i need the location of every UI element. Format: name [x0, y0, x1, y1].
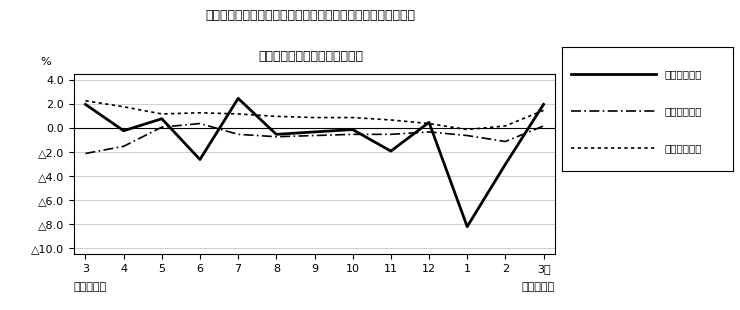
- Text: （規模５人以上　調査産業計）: （規模５人以上 調査産業計）: [258, 50, 363, 63]
- 現金給与総額: [158, 117, 166, 121]
- 常用雇用指数: [462, 128, 471, 131]
- Text: 総実労働時間: 総実労働時間: [665, 106, 702, 116]
- Line: 現金給与総額: 現金給与総額: [85, 98, 544, 227]
- 総実労働時間: [158, 125, 166, 129]
- 現金給与総額: [195, 158, 204, 162]
- 総実労働時間: [462, 134, 471, 137]
- 常用雇用指数: [158, 112, 166, 116]
- 常用雇用指数: [310, 116, 319, 119]
- 現金給与総額: [119, 129, 128, 133]
- 総実労働時間: [310, 134, 319, 137]
- 常用雇用指数: [539, 108, 548, 112]
- 現金給与総額: [539, 103, 548, 106]
- 総実労働時間: [81, 152, 90, 155]
- 常用雇用指数: [272, 114, 280, 118]
- 総実労働時間: [234, 132, 243, 136]
- 現金給与総額: [234, 96, 243, 100]
- 総実労働時間: [501, 140, 510, 144]
- Text: 第４図　賃金、労働時間、常用雇用指数　対前年同月比の推移: 第４図 賃金、労働時間、常用雇用指数 対前年同月比の推移: [206, 9, 416, 22]
- Text: 現金給与総額: 現金給与総額: [665, 69, 702, 79]
- 総実労働時間: [119, 144, 128, 148]
- 総実労働時間: [195, 122, 204, 126]
- 常用雇用指数: [234, 112, 243, 116]
- 現金給与総額: [349, 128, 357, 131]
- 総実労働時間: [386, 132, 395, 136]
- 総実労働時間: [272, 135, 280, 139]
- 常用雇用指数: [386, 118, 395, 122]
- 常用雇用指数: [425, 122, 434, 126]
- 現金給与総額: [310, 130, 319, 134]
- 現金給与総額: [81, 103, 90, 106]
- 総実労働時間: [349, 132, 357, 136]
- 現金給与総額: [501, 162, 510, 166]
- 常用雇用指数: [81, 99, 90, 103]
- 常用雇用指数: [501, 124, 510, 128]
- 総実労働時間: [425, 130, 434, 134]
- 常用雇用指数: [195, 111, 204, 115]
- Text: 平成２３年: 平成２３年: [74, 282, 107, 292]
- 常用雇用指数: [119, 105, 128, 108]
- 現金給与総額: [425, 121, 434, 124]
- Line: 総実労働時間: 総実労働時間: [85, 124, 544, 153]
- 現金給与総額: [386, 149, 395, 153]
- Text: %: %: [40, 57, 51, 67]
- 現金給与総額: [462, 225, 471, 228]
- 現金給与総額: [272, 132, 280, 136]
- Text: 平成２４年: 平成２４年: [522, 282, 555, 292]
- Line: 常用雇用指数: 常用雇用指数: [85, 101, 544, 130]
- Text: 常用雇用指数: 常用雇用指数: [665, 143, 702, 153]
- 常用雇用指数: [349, 116, 357, 119]
- 総実労働時間: [539, 124, 548, 128]
